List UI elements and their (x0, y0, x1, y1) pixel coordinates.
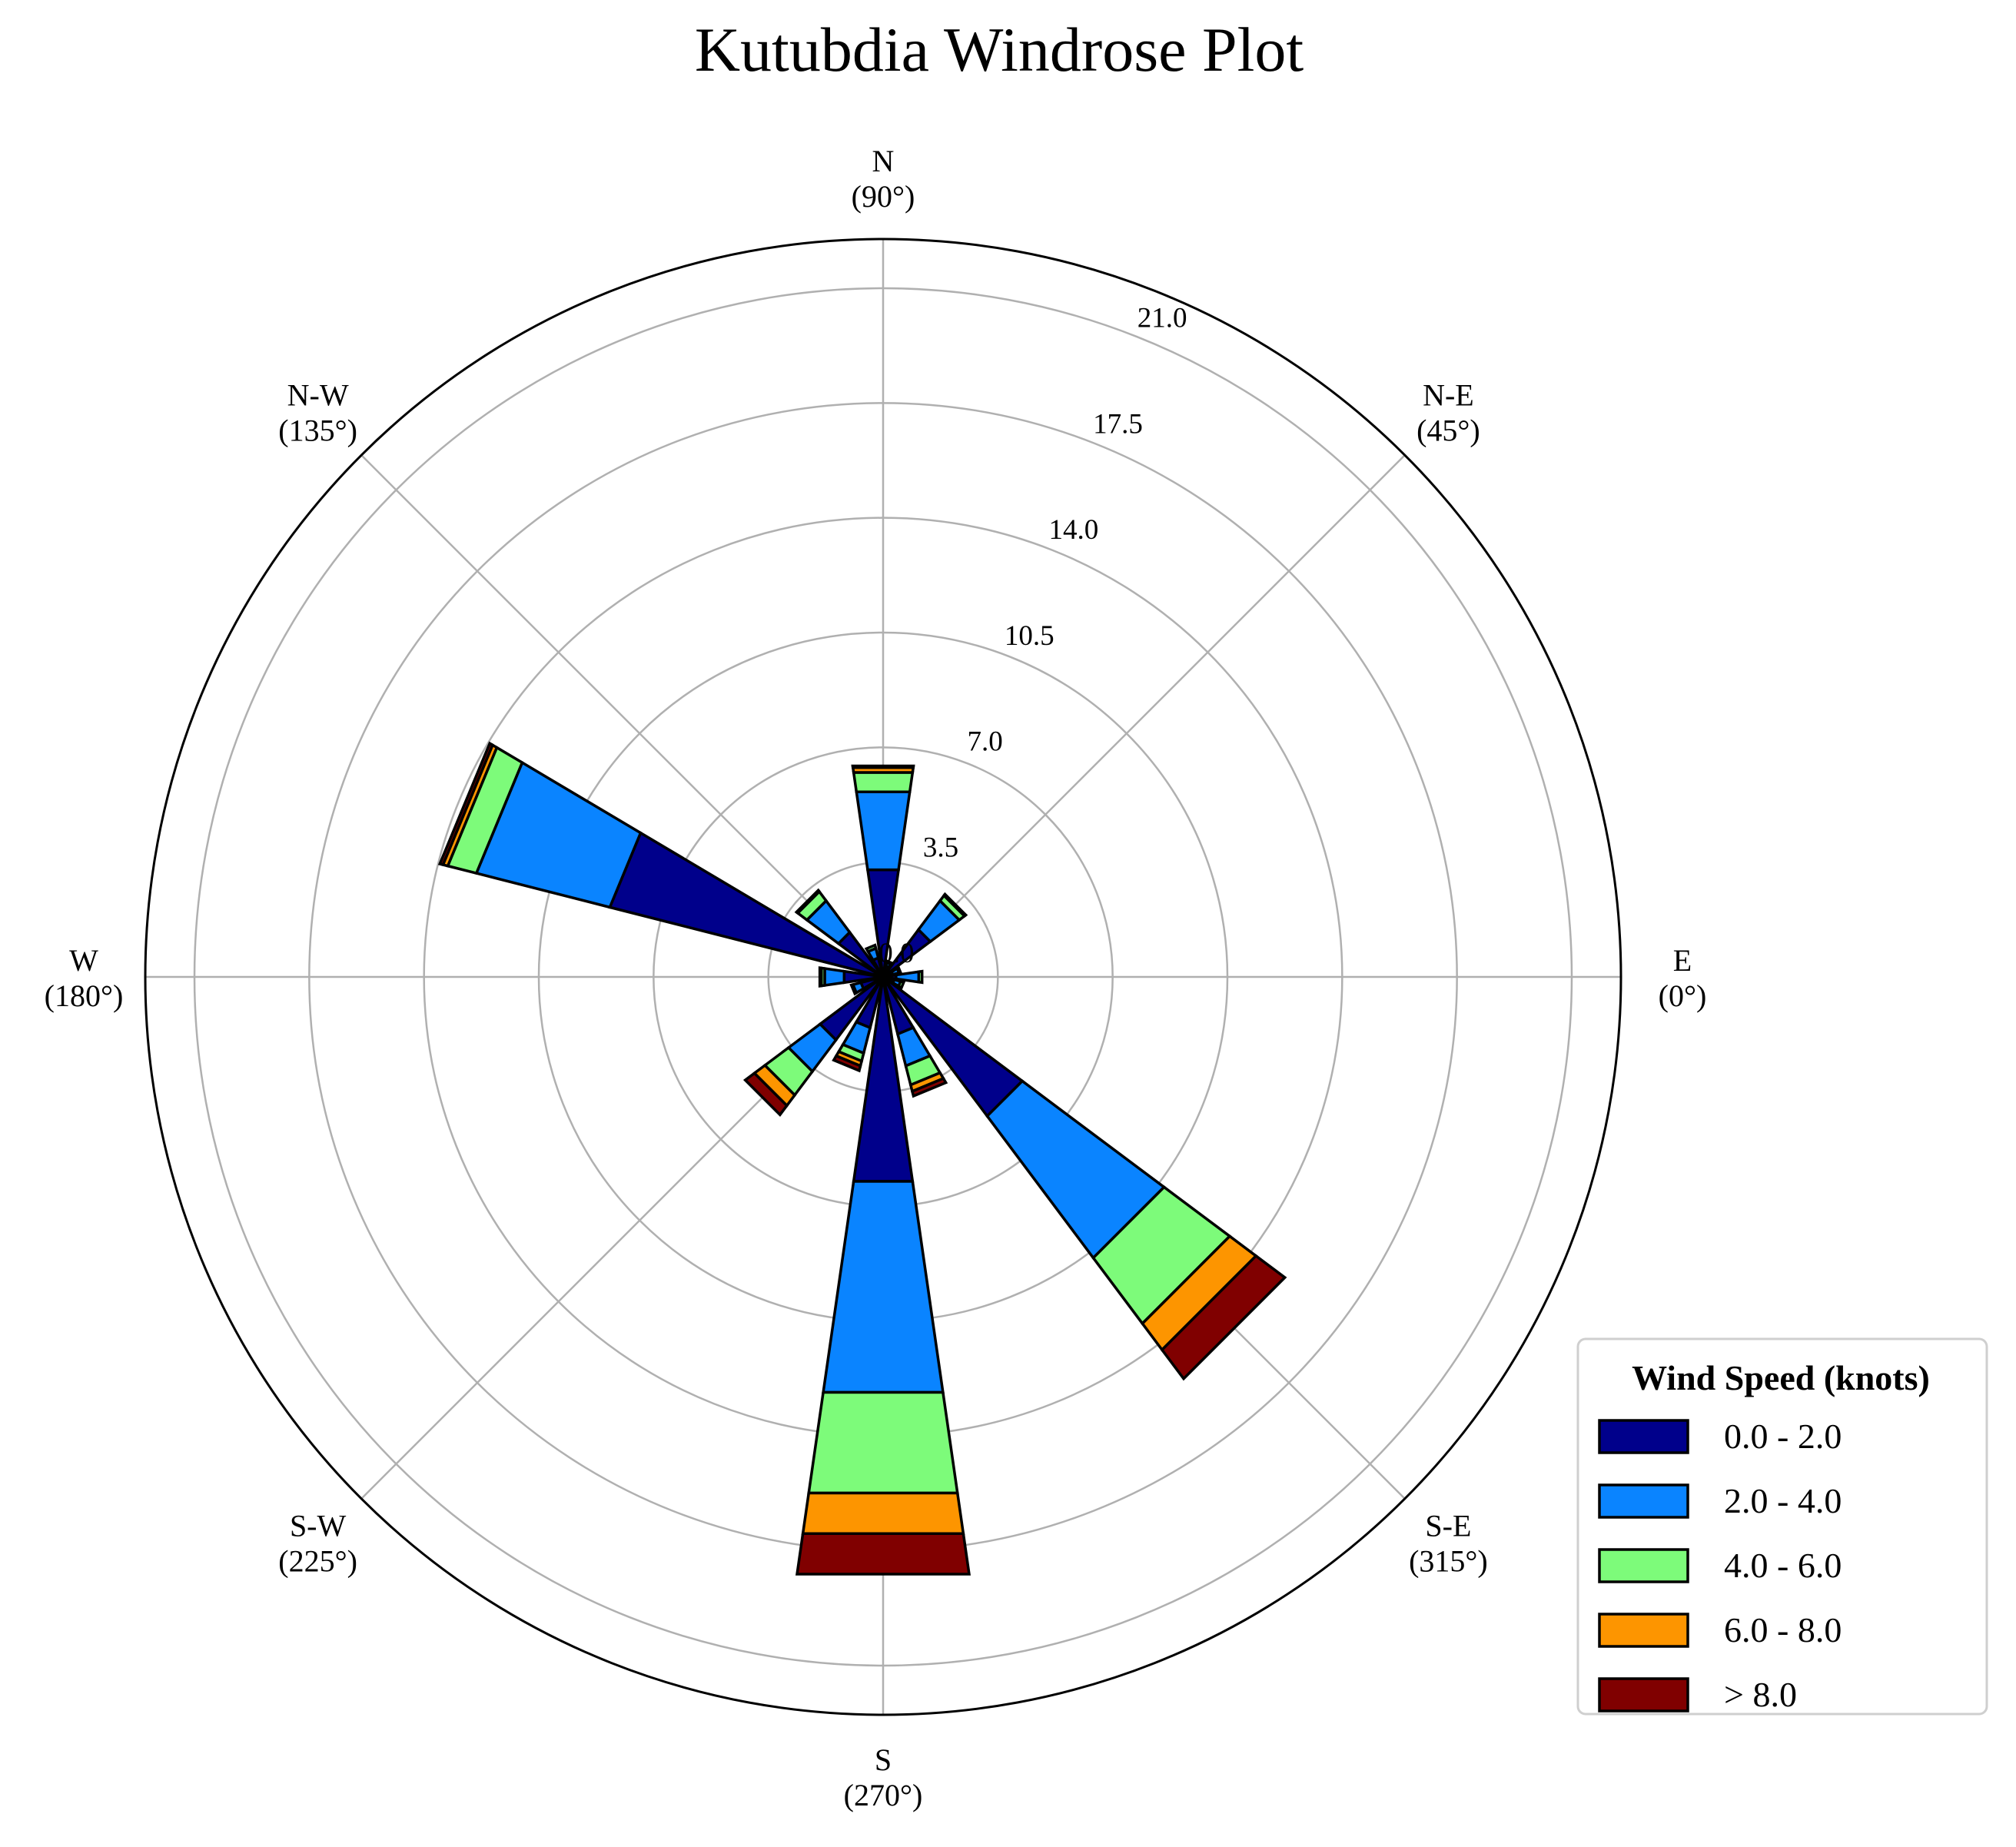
direction-label: S-W(225°) (278, 1508, 357, 1578)
radial-tick-label: 0.0 (878, 938, 914, 969)
direction-labels: E(0°)N-E(45°)N(90°)N-W(135°)W(180°)S-W(2… (45, 144, 1707, 1812)
direction-name: E (1673, 943, 1692, 978)
legend-swatch (1598, 1483, 1689, 1519)
bar-segment (1160, 1254, 1287, 1381)
direction-bar (851, 764, 915, 978)
bar-segment (885, 958, 894, 966)
legend-entry: 2.0 - 4.0 (1598, 1481, 1842, 1520)
direction-name: S-E (1425, 1508, 1471, 1543)
bar-segment (917, 969, 924, 985)
direction-bar (882, 975, 906, 990)
direction-degree: (135°) (278, 414, 357, 448)
bar-segment (864, 943, 878, 954)
legend: Wind Speed (knots) 0.0 - 2.0 2.0 - 4.0 4.0… (1576, 1337, 1988, 1716)
direction-bar (742, 975, 885, 1118)
windrose-bars (437, 741, 1287, 1576)
bar-segment (910, 1076, 948, 1098)
bar-segment (801, 1491, 965, 1535)
direction-bar (795, 976, 971, 1576)
bar-segment (795, 1532, 971, 1576)
direction-label: S-E(315°) (1409, 1508, 1488, 1578)
legend-entry: 0.0 - 2.0 (1598, 1417, 1842, 1456)
direction-label: N-W(135°) (278, 378, 357, 448)
direction-degree: (45°) (1417, 414, 1480, 448)
legend-label: 6.0 - 8.0 (1724, 1610, 1842, 1649)
outer-frame (144, 238, 1622, 1716)
direction-label: S(270°) (844, 1742, 923, 1812)
radial-tick-label: 7.0 (968, 726, 1003, 758)
direction-name: W (69, 943, 98, 978)
legend-swatch (1598, 1548, 1689, 1583)
legend-swatch (1598, 1677, 1689, 1712)
direction-degree: (180°) (45, 978, 124, 1013)
direction-bar (882, 976, 948, 1098)
legend-entry: > 8.0 (1598, 1675, 1797, 1714)
bar-segment (818, 966, 823, 988)
bar-segment (437, 741, 495, 867)
direction-label: N(90°) (852, 144, 915, 214)
grid-spoke (882, 454, 1406, 978)
radial-tick-label: 21.0 (1138, 302, 1187, 334)
bar-segment (895, 965, 903, 975)
direction-label: E(0°) (1659, 943, 1707, 1013)
legend-label: > 8.0 (1724, 1675, 1797, 1714)
legend-entry: 4.0 - 6.0 (1598, 1546, 1842, 1585)
bar-segment (849, 982, 859, 996)
bar-segment (832, 1054, 862, 1073)
direction-degree: (90°) (852, 179, 915, 214)
legend-title: Wind Speed (knots) (1632, 1358, 1930, 1397)
bar-segment (608, 831, 884, 978)
direction-name: S-W (290, 1508, 347, 1543)
legend-label: 2.0 - 4.0 (1724, 1481, 1842, 1520)
direction-bar (832, 976, 885, 1073)
direction-name: N-W (287, 378, 349, 413)
direction-degree: (315°) (1409, 1543, 1488, 1578)
bar-segment (855, 790, 912, 872)
legend-label: 0.0 - 2.0 (1724, 1417, 1842, 1456)
legend-entry: 6.0 - 8.0 (1598, 1610, 1842, 1649)
radial-tick-label: 17.5 (1093, 408, 1143, 440)
bar-segment (852, 976, 915, 1183)
chart-title: Kutubdia Windrose Plot (695, 15, 1304, 85)
direction-bar (882, 975, 1287, 1381)
bar-segment (807, 1390, 959, 1495)
legend-swatch (1598, 1613, 1689, 1648)
radial-tick-label: 10.5 (1005, 620, 1054, 652)
direction-bar (794, 888, 885, 978)
direction-degree: (225°) (278, 1543, 357, 1578)
direction-name: N-E (1423, 378, 1474, 413)
legend-swatch (1598, 1419, 1689, 1454)
direction-bar (882, 892, 968, 978)
bar-segment (822, 1180, 945, 1394)
radial-tick-label: 3.5 (923, 832, 958, 863)
bar-segment (896, 979, 906, 990)
bar-segment (851, 764, 915, 769)
direction-degree: (0°) (1659, 978, 1707, 1013)
radial-tick-label: 14.0 (1049, 514, 1099, 546)
direction-bar (437, 741, 884, 978)
direction-name: S (875, 1742, 892, 1777)
direction-label: W(180°) (45, 943, 124, 1013)
direction-degree: (270°) (844, 1778, 923, 1812)
direction-bar (882, 969, 924, 985)
grid-spoke (360, 454, 884, 978)
legend-label: 4.0 - 6.0 (1724, 1546, 1842, 1585)
bar-segment (942, 892, 968, 919)
bar-segment (742, 1071, 789, 1118)
direction-name: N (872, 144, 895, 178)
direction-label: N-E(45°) (1417, 378, 1480, 448)
radial-tick-labels: 0.0 3.5 7.0 10.5 14.0 17.5 21.0 (878, 302, 1187, 969)
direction-bar (818, 966, 884, 988)
bar-segment (823, 967, 846, 987)
bar-segment (852, 771, 915, 794)
bar-segment (794, 888, 822, 915)
